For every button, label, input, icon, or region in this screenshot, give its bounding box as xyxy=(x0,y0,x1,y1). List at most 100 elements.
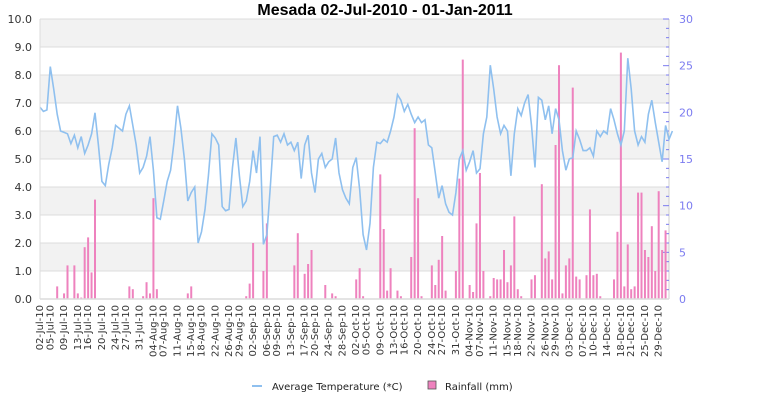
rainfall-bar xyxy=(592,275,595,299)
rainfall-bar xyxy=(76,293,79,299)
rainfall-bar xyxy=(355,279,358,299)
x-tick-label: 05-Jul-10 xyxy=(45,305,56,350)
rainfall-bar xyxy=(475,223,478,299)
rainfall-bar xyxy=(252,243,255,299)
rainfall-bar xyxy=(245,296,248,299)
chart-title: Mesada 02-Jul-2010 - 01-Jan-2011 xyxy=(257,2,512,19)
rainfall-bar xyxy=(420,296,423,299)
rainfall-bar xyxy=(73,265,76,299)
rainfall-bar xyxy=(516,289,519,299)
rainfall-bar xyxy=(506,282,509,299)
rainfall-bar xyxy=(434,285,437,299)
x-tick-label: 29-Nov-10 xyxy=(551,305,562,357)
x-tick-label: 09-Oct-10 xyxy=(375,305,386,355)
rainfall-bar xyxy=(492,278,495,299)
y-left-tick-label: 4.0 xyxy=(15,181,33,194)
rainfall-bar xyxy=(496,279,499,299)
x-tick-label: 07-Aug-10 xyxy=(159,305,170,357)
x-tick-label: 20-Oct-10 xyxy=(413,305,424,355)
rainfall-bar xyxy=(90,272,93,299)
temperature-line-group xyxy=(39,58,674,251)
x-tick-label: 28-Sep-10 xyxy=(337,305,348,357)
rainfall-bar xyxy=(564,265,567,299)
rainfall-bar xyxy=(262,271,265,299)
x-tick-label: 21-Dec-10 xyxy=(626,305,637,357)
rainfall-bar xyxy=(558,65,561,299)
rainfall-bar xyxy=(66,265,69,299)
x-tick-label: 18-Aug-10 xyxy=(197,305,208,357)
rainfall-bars xyxy=(56,52,667,299)
y-left-tick-label: 8.0 xyxy=(15,69,33,82)
x-tick-label: 17-Sep-10 xyxy=(300,305,311,357)
y-left-tick-label: 1.0 xyxy=(15,265,33,278)
rainfall-bar xyxy=(640,192,643,299)
y-right-tick-label: 30 xyxy=(679,13,693,26)
grid-bands xyxy=(40,19,669,271)
x-tick-label: 02-Sep-10 xyxy=(248,305,259,357)
grid-band xyxy=(40,187,669,215)
x-axis-ticks: 02-Jul-10 05-Jul-10 09-Jul-10 13-Jul-10 16-J… xyxy=(35,305,665,357)
rainfall-bar xyxy=(83,247,86,299)
x-tick-label: 13-Oct-10 xyxy=(389,305,400,355)
y-axis-right: 0 5 10 15 20 25 30 xyxy=(663,13,693,306)
rainfall-bar xyxy=(441,236,444,299)
x-tick-label: 16-Oct-10 xyxy=(399,305,410,355)
rainfall-bar xyxy=(63,293,66,299)
rainfall-bar xyxy=(145,282,148,299)
rainfall-bar xyxy=(626,244,629,299)
rainfall-bar xyxy=(128,286,131,299)
rainfall-bar xyxy=(513,216,516,299)
x-tick-label: 18-Dec-10 xyxy=(616,305,627,357)
y-left-tick-label: 10.0 xyxy=(8,13,33,26)
legend-temperature-label: Average Temperature (*C) xyxy=(272,382,403,393)
rainfall-bar xyxy=(93,199,96,299)
rainfall-bar xyxy=(520,296,523,299)
rainfall-bar xyxy=(152,198,155,299)
rainfall-bar xyxy=(472,292,475,299)
x-tick-label: 13-Sep-10 xyxy=(286,305,297,357)
rainfall-bar xyxy=(410,257,413,299)
x-tick-label: 14-Dec-10 xyxy=(602,305,613,357)
x-tick-label: 09-Jul-10 xyxy=(59,305,70,350)
x-tick-label: 25-Dec-10 xyxy=(640,305,651,357)
rainfall-bar xyxy=(148,293,151,299)
rainfall-bar xyxy=(307,264,310,299)
rainfall-bar xyxy=(575,276,578,299)
rainfall-bar xyxy=(190,286,193,299)
rainfall-bar xyxy=(386,290,389,299)
rainfall-bar xyxy=(551,279,554,299)
rainfall-bar xyxy=(533,275,536,299)
rainfall-bar xyxy=(503,250,506,299)
x-tick-label: 26-Nov-10 xyxy=(540,305,551,357)
rainfall-bar xyxy=(595,273,598,299)
rainfall-bar xyxy=(530,279,533,299)
x-tick-label: 04-Aug-10 xyxy=(148,305,159,357)
legend-rainfall-swatch xyxy=(427,380,437,390)
grid-band xyxy=(40,19,669,47)
rainfall-bar xyxy=(310,250,313,299)
rainfall-bar xyxy=(458,178,461,299)
x-tick-label: 11-Aug-10 xyxy=(172,305,183,357)
x-tick-label: 16-Jul-10 xyxy=(83,305,94,350)
x-tick-label: 22-Nov-10 xyxy=(527,305,538,357)
rainfall-bar xyxy=(437,259,440,299)
x-tick-label: 07-Nov-10 xyxy=(475,305,486,357)
rainfall-bar xyxy=(399,296,402,299)
rainfall-bar xyxy=(623,286,626,299)
x-tick-label: 29-Aug-10 xyxy=(234,305,245,357)
rainfall-bar xyxy=(382,229,385,299)
x-tick-label: 29-Dec-10 xyxy=(654,305,665,357)
y-left-tick-label: 0.0 xyxy=(15,293,33,306)
y-left-tick-label: 6.0 xyxy=(15,125,33,138)
rainfall-bar xyxy=(588,209,591,299)
grid-band xyxy=(40,243,669,271)
rainfall-bar xyxy=(417,198,420,299)
rainfall-bar xyxy=(657,191,660,299)
rainfall-bar xyxy=(379,174,382,299)
rainfall-bar xyxy=(499,279,502,299)
rainfall-bar xyxy=(87,237,90,299)
rainfall-bar xyxy=(647,257,650,299)
grid-band xyxy=(40,131,669,159)
x-tick-label: 02-Oct-10 xyxy=(351,305,362,355)
rainfall-bar xyxy=(293,265,296,299)
